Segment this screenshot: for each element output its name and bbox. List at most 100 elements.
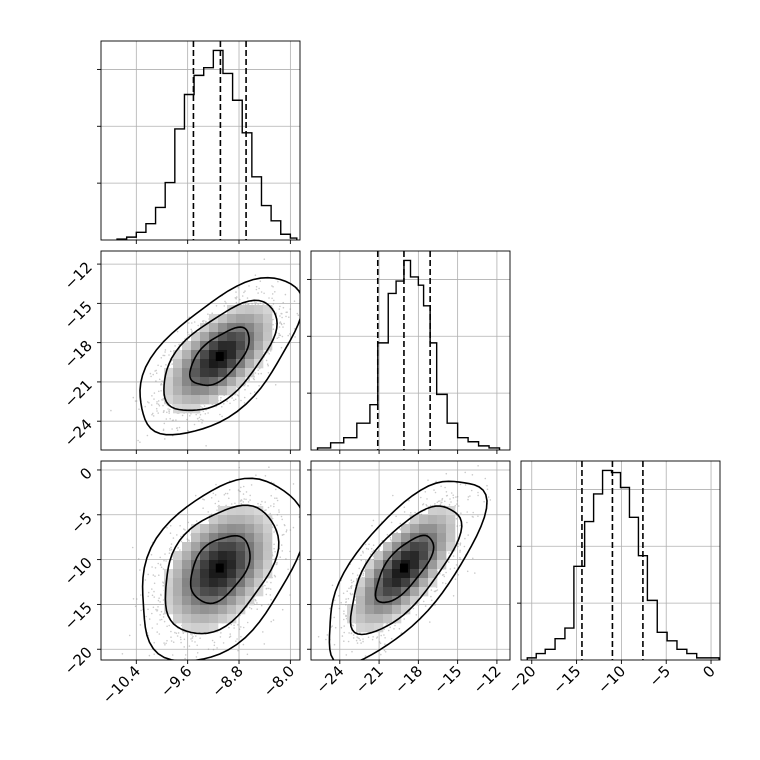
density-cell [392,551,402,561]
density-cell [200,395,210,405]
density-cell [236,605,246,615]
y-tick-label-p2: −20 [61,643,96,678]
density-cell [374,605,384,615]
density-cell [428,560,438,570]
density-cell [209,395,219,405]
density-cell [245,542,255,552]
density-cell [191,623,201,633]
density-cell [227,386,237,396]
density-cell [191,368,201,378]
histogram-step-1 [316,259,501,450]
density-cell [347,614,357,624]
density-cell [236,368,246,378]
density-cell [182,614,192,624]
density-cell [263,314,273,324]
density-cell [419,587,429,597]
histogram-step-0 [116,49,298,240]
density-cell [245,506,255,516]
density-cell [182,341,192,351]
density-peak [399,563,408,573]
x-tick-label-p2: −10 [594,662,629,697]
density-content [121,466,300,660]
density-cell [200,350,210,360]
density-cell [245,305,255,315]
density-cell [200,332,210,342]
density-cell [173,350,183,360]
density-cell [419,578,429,588]
x-tick-label-p0: −9.6 [157,662,195,700]
contour-outer [374,534,435,604]
panel-frame [310,250,511,451]
density-cell [263,569,273,579]
density-cell [182,359,192,369]
density-cell [236,305,246,315]
density-cell [209,623,219,633]
density-cell [173,596,183,606]
density-cell [227,560,237,570]
density-cell [227,368,237,378]
y-tick-label-p2: −5 [67,509,95,537]
density-cell [227,305,237,315]
density-cell [164,596,174,606]
density-cell [245,578,255,588]
density-cell [236,524,246,534]
density-cell [374,551,384,561]
density-cell [410,560,420,570]
density-cell [209,587,219,597]
density-cell [191,350,201,360]
density-cell [227,596,237,606]
y-tick-label-p2: −10 [61,554,96,589]
density-cell [191,569,201,579]
density-cell [173,386,183,396]
density-cell [200,524,210,534]
density-cell [263,524,273,534]
density-peak [215,352,224,362]
density-cell [209,377,219,387]
density-cell [383,587,393,597]
density-cell [245,359,255,369]
density-cell [173,587,183,597]
density-cell [227,341,237,351]
density-cell [374,614,384,624]
density-cell [254,551,264,561]
density-cell [164,377,174,387]
density-content [317,465,492,660]
density-cell [374,623,384,633]
density-cell [173,551,183,561]
density-cell [191,578,201,588]
density-cell [236,515,246,525]
density-peak [215,563,224,573]
density-cell [182,404,192,414]
density-cell [209,560,219,570]
density-cell [254,524,264,534]
contour-mid [163,299,278,412]
y-tick-label-p1: −21 [61,376,96,411]
density-cell [419,560,429,570]
density-cell [209,614,219,624]
density-cell [191,596,201,606]
density-cell [218,524,228,534]
density-cell [236,359,246,369]
density-cell [383,569,393,579]
density-cell [173,578,183,588]
density-cell [401,524,411,534]
density-cell [227,350,237,360]
y-tick-label-p1: −18 [61,337,96,372]
density-cell [218,578,228,588]
density-cell [419,524,429,534]
density-cell [200,533,210,543]
density-cell [392,578,402,588]
density-cell [227,551,237,561]
density-cell [200,386,210,396]
density-cell [392,587,402,597]
density-cell [236,578,246,588]
density-cell [218,542,228,552]
density-cell [428,569,438,579]
density-cell [446,533,456,543]
density-cell [446,524,456,534]
density-cell [191,551,201,561]
density-cell [254,350,264,360]
density-cell [209,323,219,333]
density-cell [245,533,255,543]
density-cell [209,359,219,369]
